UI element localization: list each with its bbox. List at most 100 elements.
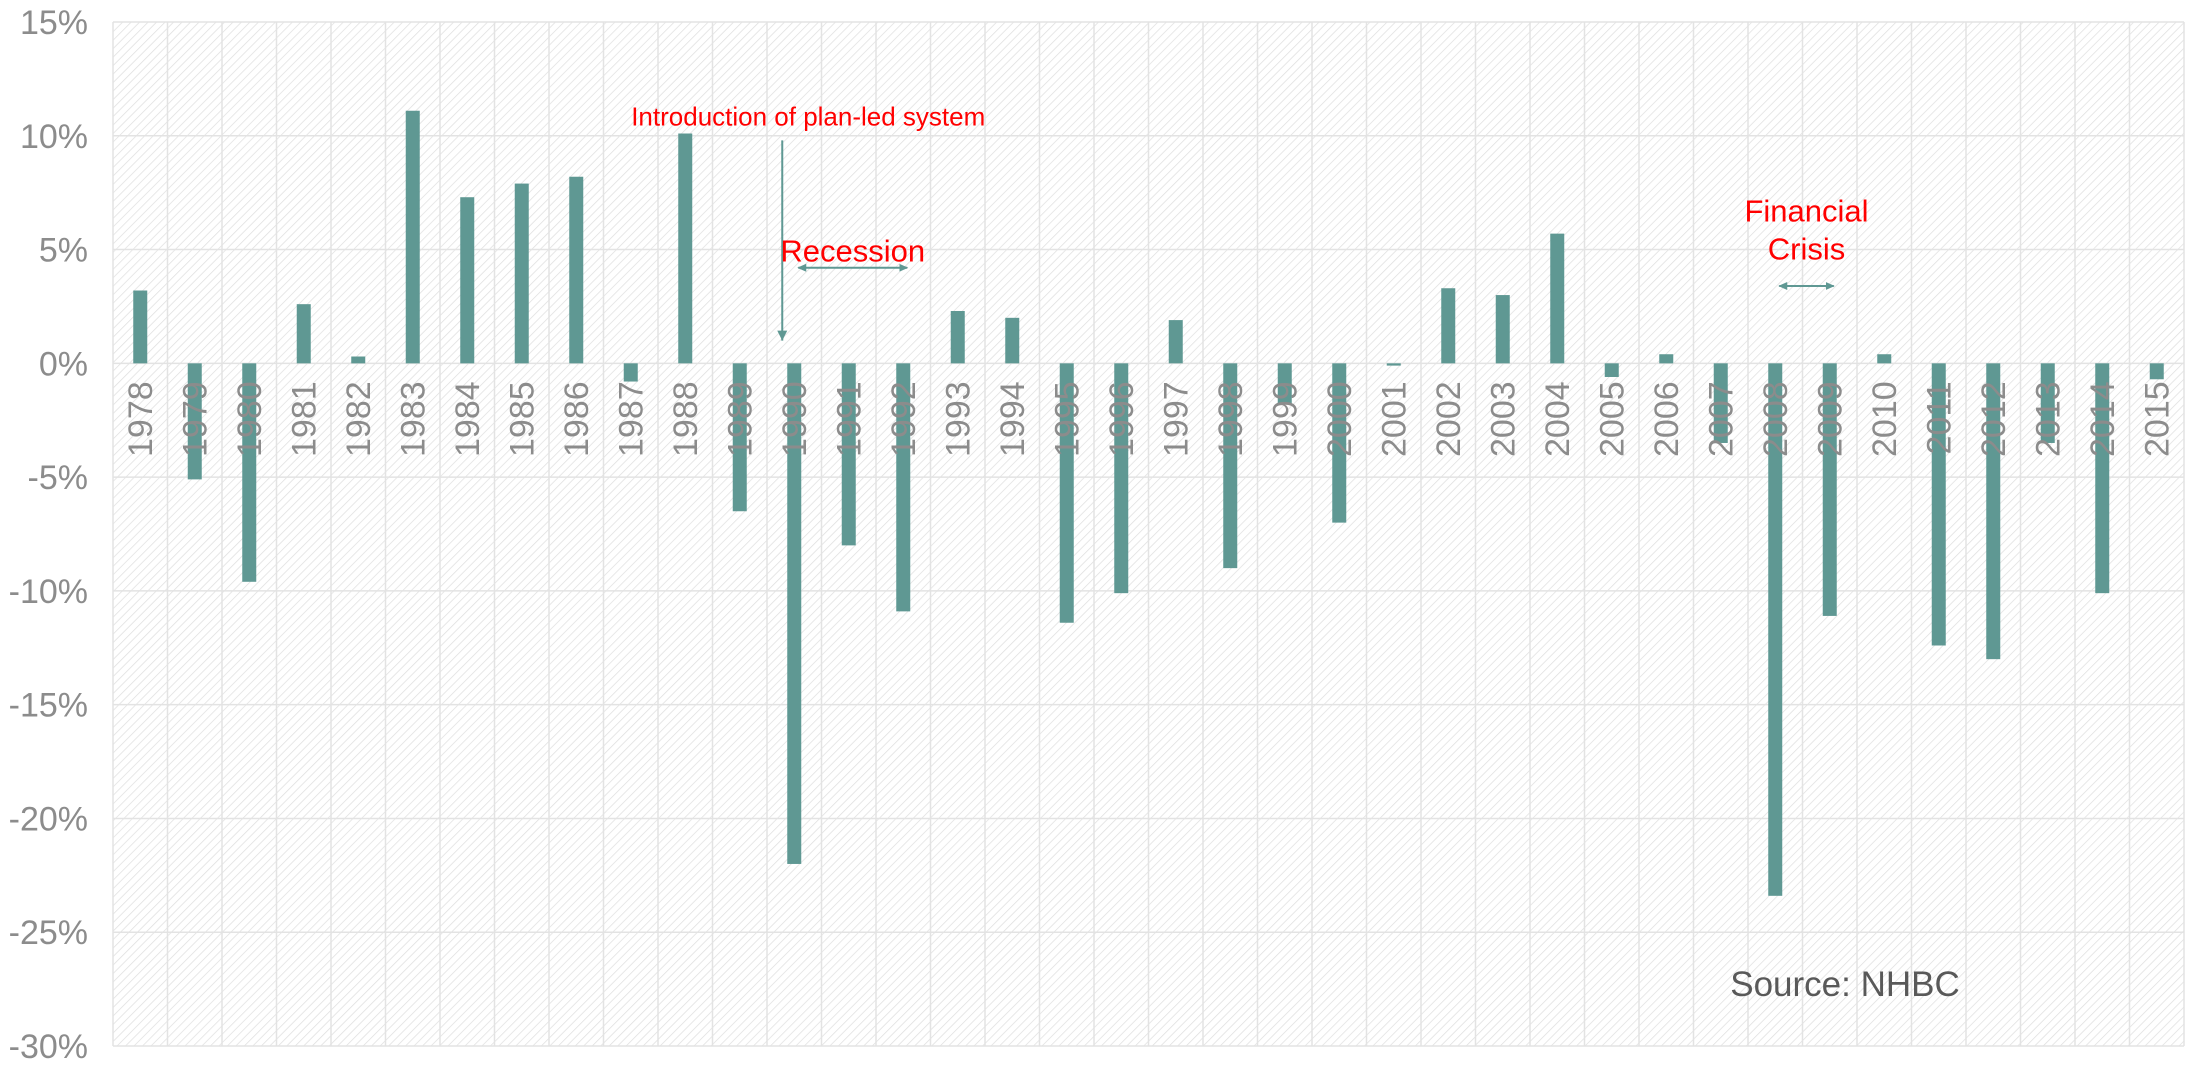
x-tick-label: 1983: [395, 381, 433, 457]
x-tick-label: 1982: [340, 381, 378, 457]
bar-1995: [1059, 363, 1074, 623]
x-tick-label: 1997: [1158, 381, 1196, 457]
annotations: Introduction of plan-led system Recession…: [631, 102, 1869, 341]
bars: [133, 110, 2164, 896]
y-axis: 15% 10% 5% 0% -5% -10% -15% -20% -25% -30%: [9, 4, 88, 1066]
bar-2006: [1659, 354, 1674, 364]
bar-2012: [1986, 363, 2001, 660]
x-tick-label: 2000: [1321, 381, 1359, 457]
bar-1997: [1168, 320, 1183, 364]
x-tick-label: 1999: [1267, 381, 1305, 457]
y-tick-label: 10%: [20, 118, 88, 156]
x-tick-label: 2014: [2084, 381, 2122, 457]
x-tick-label: 1978: [122, 381, 160, 457]
y-tick-label: -5%: [28, 459, 88, 497]
y-tick-label: -25%: [9, 914, 88, 952]
x-tick-label: 2015: [2139, 381, 2177, 457]
bar-2004: [1550, 233, 1565, 364]
x-tick-label: 1991: [831, 381, 869, 457]
y-tick-label: 5%: [39, 232, 88, 270]
x-axis-labels: 1978 1979 1980 1981 1982 1983 1984 1985 1986 1987…: [122, 381, 2177, 457]
x-tick-label: 1984: [449, 381, 487, 457]
x-tick-label: 2003: [1485, 381, 1523, 457]
bar-1984: [460, 197, 475, 364]
x-tick-label: 2002: [1430, 381, 1468, 457]
annotation-label-line: Crisis: [1768, 231, 1846, 266]
x-tick-label: 1979: [177, 381, 215, 457]
bar-1993: [950, 310, 965, 364]
bar-2015: [2149, 363, 2164, 380]
x-tick-label: 2004: [1539, 381, 1577, 457]
bar-2007: [1713, 363, 1728, 443]
x-tick-label: 1992: [885, 381, 923, 457]
bar-1994: [1005, 317, 1020, 364]
bar-1988: [678, 133, 693, 364]
x-tick-label: 2007: [1703, 381, 1741, 457]
x-tick-label: 2013: [2030, 381, 2068, 457]
bar-2000: [1332, 363, 1347, 523]
x-tick-label: 1985: [504, 381, 542, 457]
x-tick-label: 1990: [776, 381, 814, 457]
y-tick-label: -10%: [9, 573, 88, 611]
y-tick-label: -30%: [9, 1028, 88, 1064]
annotation-label: Recession: [780, 234, 925, 269]
x-tick-label: 1987: [613, 381, 651, 457]
bar-2011: [1931, 363, 1946, 646]
x-tick-label: 1986: [558, 381, 596, 457]
x-tick-label: 1998: [1212, 381, 1250, 457]
x-tick-label: 1989: [722, 381, 760, 457]
bar-1996: [1114, 363, 1129, 594]
annotation-label: Financial Crisis: [1744, 193, 1868, 266]
x-tick-label: 1995: [1049, 381, 1087, 457]
y-tick-label: -20%: [9, 800, 88, 838]
bar-1983: [405, 110, 420, 364]
x-tick-label: 1980: [231, 381, 269, 457]
source-note: Source: NHBC: [1730, 965, 1960, 1004]
bar-1985: [514, 183, 529, 364]
bar-1986: [569, 176, 584, 364]
x-tick-label: 1981: [286, 381, 324, 457]
bar-1980: [242, 363, 257, 582]
x-tick-label: 2008: [1757, 381, 1795, 457]
bar-1992: [896, 363, 911, 612]
bar-1987: [623, 363, 638, 382]
bar-2010: [1877, 354, 1892, 364]
gridlines: [112, 21, 2185, 1047]
y-tick-label: -15%: [9, 687, 88, 725]
bar-2002: [1441, 288, 1456, 364]
bar-1990: [787, 363, 802, 864]
y-tick-label: 0%: [39, 345, 88, 383]
x-tick-label: 2012: [1975, 381, 2013, 457]
x-tick-label: 2005: [1594, 381, 1632, 457]
bar-1981: [296, 304, 311, 364]
annotation-label-line: Recession: [780, 234, 925, 269]
bar-2008: [1768, 363, 1783, 896]
bar-1991: [841, 363, 856, 546]
x-tick-label: 1994: [994, 381, 1032, 457]
bar-1978: [133, 290, 148, 364]
bar-2013: [2040, 363, 2055, 443]
x-tick-label: 2006: [1648, 381, 1686, 457]
x-tick-label: 1988: [667, 381, 705, 457]
bar-2003: [1495, 295, 1510, 364]
bar-1998: [1223, 363, 1238, 569]
bar-1982: [351, 356, 366, 364]
x-tick-label: 2010: [1866, 381, 1904, 457]
x-tick-label: 1993: [940, 381, 978, 457]
bar-2009: [1822, 363, 1837, 616]
annotation-label: Introduction of plan-led system: [631, 102, 985, 132]
bar-2014: [2095, 363, 2110, 594]
bar-2005: [1604, 363, 1619, 377]
bar-1999: [1277, 363, 1292, 405]
x-tick-label: 2009: [1812, 381, 1850, 457]
bar-1979: [187, 363, 202, 480]
annotation-label-line: Financial: [1744, 193, 1868, 228]
x-tick-label: 1996: [1103, 381, 1141, 457]
x-tick-label: 2011: [1921, 381, 1959, 454]
y-tick-label: 15%: [20, 4, 88, 42]
x-tick-label: 2001: [1376, 381, 1414, 457]
bar-1989: [732, 363, 747, 512]
bar-2001: [1386, 363, 1401, 366]
